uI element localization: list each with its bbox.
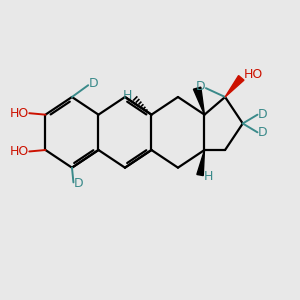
Text: D: D: [89, 77, 98, 90]
Polygon shape: [194, 87, 205, 115]
Text: D: D: [196, 80, 206, 93]
Polygon shape: [225, 76, 244, 97]
Text: H: H: [122, 89, 132, 102]
Text: D: D: [258, 126, 268, 139]
Text: H: H: [204, 170, 213, 183]
Text: HO: HO: [9, 145, 28, 158]
Text: D: D: [258, 108, 268, 121]
Text: HO: HO: [9, 107, 28, 120]
Text: HO: HO: [244, 68, 263, 81]
Polygon shape: [197, 150, 205, 176]
Text: D: D: [74, 177, 84, 190]
